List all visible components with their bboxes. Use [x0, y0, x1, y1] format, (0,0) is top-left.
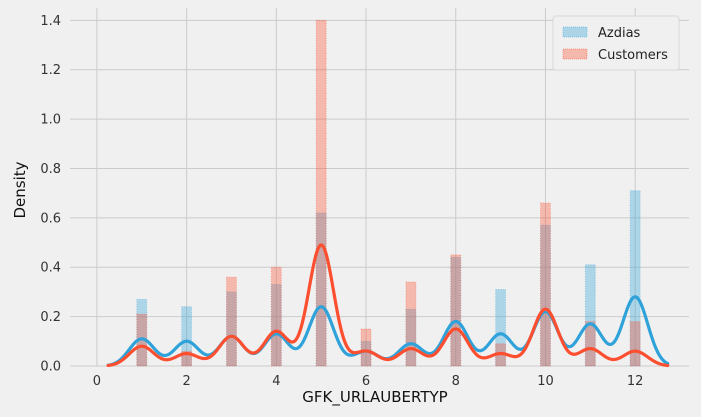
y-tick-labels: 0.0 0.2 0.4 0.6 0.8 1.0 1.2 1.4 — [40, 14, 61, 375]
bar-azdias-8 — [450, 256, 462, 367]
x-tick-label: 4 — [272, 374, 280, 389]
bar-azdias-7 — [405, 308, 417, 367]
y-axis-label: Density — [11, 161, 29, 218]
y-tick-label: 0.6 — [40, 211, 61, 226]
bar-customers-8 — [450, 254, 462, 367]
bar-customers-2 — [181, 350, 193, 367]
x-tick-label: 8 — [452, 374, 460, 389]
bars — [136, 19, 641, 367]
y-tick-label: 0.8 — [40, 162, 61, 177]
bar-customers-3 — [226, 276, 237, 367]
bar-customers-4 — [270, 266, 282, 367]
bar-customers-5 — [315, 19, 327, 367]
bar-azdias-4 — [270, 284, 282, 367]
x-tick-labels: 0 2 4 6 8 10 12 — [93, 374, 644, 389]
bar-customers-12 — [629, 321, 641, 367]
bar-azdias-10 — [540, 224, 551, 367]
legend-swatch-azdias — [562, 26, 588, 38]
kde-line-customers — [106, 243, 670, 368]
bar-customers-10 — [540, 202, 551, 367]
kde-curves — [106, 243, 670, 368]
legend: Azdias Customers — [552, 15, 680, 71]
x-axis-label: GFK_URLAUBERTYP — [302, 388, 447, 407]
bar-azdias-1 — [136, 298, 148, 367]
bar-azdias-12 — [629, 190, 641, 367]
legend-label-azdias: Azdias — [598, 26, 641, 41]
x-tick-label: 2 — [182, 374, 190, 389]
y-tick-label: 0.4 — [40, 261, 61, 276]
legend-swatch-customers — [562, 48, 588, 60]
x-tick-label: 10 — [537, 374, 554, 389]
y-tick-label: 1.2 — [40, 63, 61, 78]
bar-customers-6 — [360, 328, 372, 367]
bar-azdias-2 — [181, 306, 193, 367]
grid — [70, 8, 689, 367]
y-tick-label: 0.0 — [40, 360, 61, 375]
x-tick-label: 12 — [627, 374, 644, 389]
legend-label-customers: Customers — [598, 48, 668, 63]
bar-azdias-6 — [360, 340, 372, 367]
legend-box — [552, 15, 680, 71]
y-tick-label: 0.2 — [40, 310, 61, 325]
bar-azdias-3 — [226, 291, 237, 367]
y-tick-label: 1.0 — [40, 113, 61, 128]
bar-azdias-9 — [495, 288, 507, 367]
bar-azdias-5 — [315, 212, 327, 367]
bar-customers-11 — [584, 321, 596, 367]
y-tick-label: 1.4 — [40, 14, 61, 29]
bar-customers-7 — [405, 281, 417, 367]
x-tick-label: 6 — [362, 374, 370, 389]
bar-azdias-11 — [584, 264, 596, 367]
x-tick-label: 0 — [93, 374, 101, 389]
